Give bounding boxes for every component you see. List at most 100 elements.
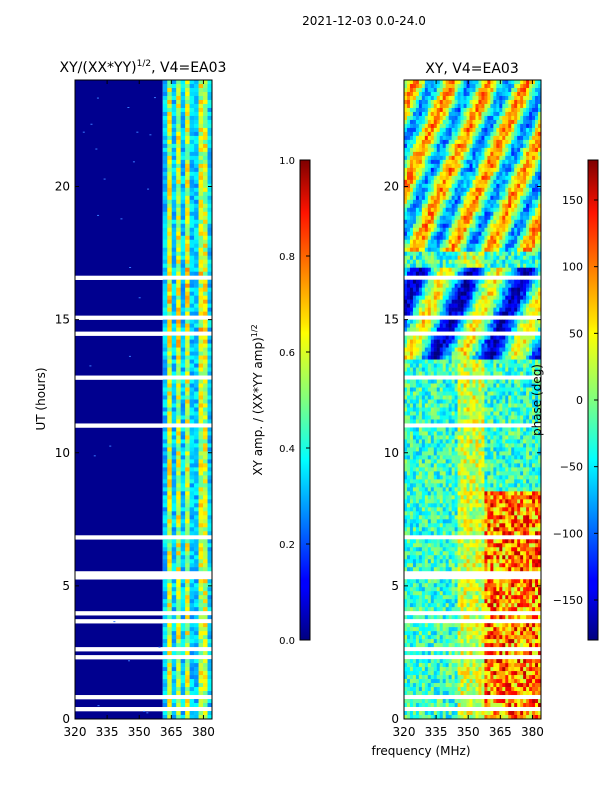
phase-cell xyxy=(430,135,435,141)
amp-cell xyxy=(194,387,199,392)
phase-cell xyxy=(457,191,461,197)
amp-cell xyxy=(176,207,181,213)
phase-cell xyxy=(532,311,536,316)
amp-cell xyxy=(198,443,204,448)
phase-cell xyxy=(418,80,423,85)
phase-cell xyxy=(493,227,497,233)
phase-cell xyxy=(475,187,479,193)
phase-cell xyxy=(424,171,429,177)
phase-cell xyxy=(538,311,542,316)
phase-cell xyxy=(496,335,500,340)
phase-cell xyxy=(535,171,539,177)
amp-cell xyxy=(180,295,186,300)
phase-cell xyxy=(454,171,458,177)
phase-cell xyxy=(454,207,458,213)
phase-cell xyxy=(406,231,411,237)
amp-cell xyxy=(167,107,173,113)
amp-cell xyxy=(180,215,186,221)
phase-cell xyxy=(502,311,506,316)
phase-cell xyxy=(475,359,479,364)
phase-cell xyxy=(421,263,426,269)
phase-cell xyxy=(526,115,530,121)
phase-cell xyxy=(484,319,488,324)
amp-cell xyxy=(198,607,204,612)
amp-speckle xyxy=(97,214,100,216)
phase-cell xyxy=(427,143,432,149)
amp-cell xyxy=(203,299,208,304)
amp-cell xyxy=(203,335,208,340)
amp-cell xyxy=(189,711,195,716)
phase-cell xyxy=(496,195,500,201)
phase-cell xyxy=(487,175,491,181)
phase-cell xyxy=(421,103,426,109)
phase-cell xyxy=(421,347,426,352)
phase-cell xyxy=(466,291,470,296)
phase-cell xyxy=(436,147,441,153)
phase-cell xyxy=(424,267,429,272)
phase-cell xyxy=(472,80,476,85)
amp-cell xyxy=(207,311,213,316)
amp-cell xyxy=(207,683,213,688)
phase-cell xyxy=(421,259,426,265)
phase-cell xyxy=(529,299,533,304)
phase-cell xyxy=(424,123,429,129)
phase-cell xyxy=(460,243,464,249)
phase-cell xyxy=(412,103,417,109)
phase-cell xyxy=(493,299,497,304)
amp-cell xyxy=(162,235,168,241)
phase-cell xyxy=(472,171,476,177)
phase-cell xyxy=(427,347,432,352)
phase-cell xyxy=(478,187,482,193)
phase-cell xyxy=(493,163,497,169)
phase-cell xyxy=(520,287,524,292)
phase-cell xyxy=(514,143,518,149)
phase-cell xyxy=(454,167,458,173)
phase-cell xyxy=(481,355,485,360)
amp-cell xyxy=(203,523,208,528)
y-tick-label: 20 xyxy=(55,180,70,194)
amp-cell xyxy=(203,491,208,496)
amp-cell xyxy=(198,383,204,388)
phase-cell xyxy=(475,279,479,284)
phase-cell xyxy=(466,103,470,109)
phase-cell xyxy=(511,159,515,165)
amp-cell xyxy=(185,387,190,392)
phase-cell xyxy=(433,107,438,113)
phase-cell xyxy=(451,367,455,372)
phase-cell xyxy=(523,291,527,296)
phase-cell xyxy=(457,99,461,105)
phase-cell xyxy=(529,143,533,149)
phase-cell xyxy=(490,243,494,249)
phase-cell xyxy=(520,95,524,101)
phase-cell xyxy=(517,83,521,89)
phase-cell xyxy=(430,243,435,249)
phase-cell xyxy=(409,247,414,253)
amp-cell xyxy=(185,343,190,348)
phase-cell xyxy=(481,139,485,145)
phase-cell xyxy=(517,80,521,85)
phase-cell xyxy=(454,379,458,384)
phase-cell xyxy=(457,123,461,129)
phase-cell xyxy=(493,211,497,217)
amp-cell xyxy=(176,683,181,688)
amp-cell xyxy=(185,227,190,233)
phase-cell xyxy=(404,179,408,185)
phase-cell xyxy=(472,199,476,205)
amp-cell xyxy=(194,247,199,253)
amp-cell xyxy=(176,111,181,117)
amp-cell xyxy=(180,147,186,153)
phase-cell xyxy=(529,339,533,344)
amp-cell xyxy=(207,687,213,692)
amp-cell xyxy=(162,239,168,245)
phase-cell xyxy=(481,219,485,225)
phase-cell xyxy=(475,127,479,133)
amp-cell xyxy=(162,415,168,420)
phase-cell xyxy=(520,191,524,197)
phase-cell xyxy=(469,219,473,225)
phase-cell xyxy=(436,159,441,165)
phase-cell xyxy=(496,347,500,352)
amp-cell xyxy=(203,191,208,197)
phase-cell xyxy=(472,283,476,288)
amp-cell xyxy=(171,539,177,544)
phase-cell xyxy=(520,215,524,221)
